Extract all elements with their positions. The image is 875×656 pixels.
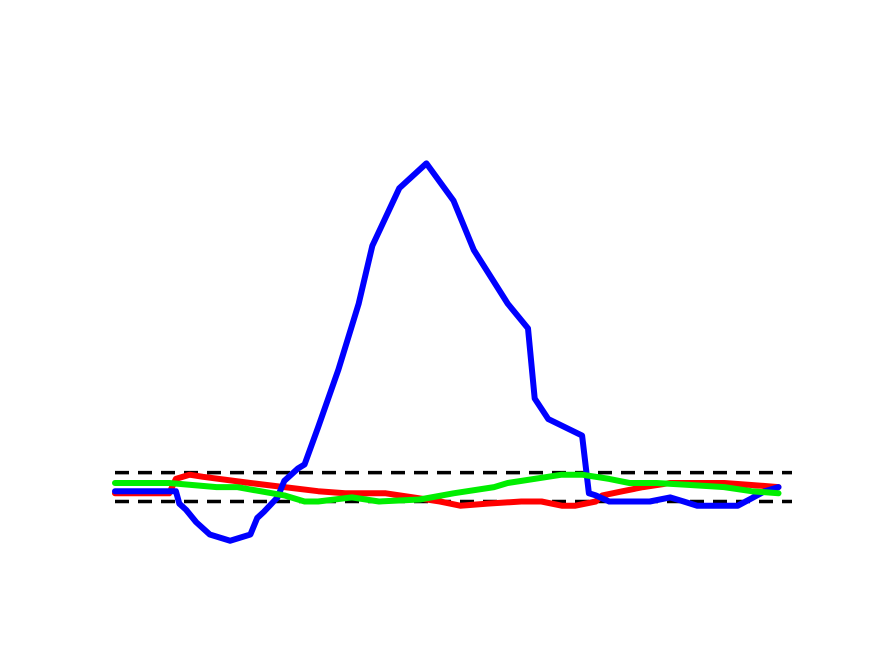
series-lines: [115, 163, 779, 540]
